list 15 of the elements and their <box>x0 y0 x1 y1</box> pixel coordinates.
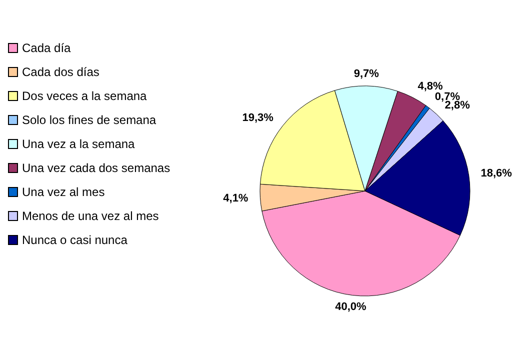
legend-label: Solo los fines de semana <box>22 113 156 127</box>
data-label: 40,0% <box>335 301 367 314</box>
legend-label: Dos veces a la semana <box>22 89 147 103</box>
data-label: 18,6% <box>480 168 512 180</box>
legend-label: Cada día <box>22 41 71 55</box>
data-label: 19,3% <box>242 112 274 124</box>
legend-label: Nunca o casi nunca <box>22 233 128 247</box>
data-label: 4,1% <box>223 192 248 204</box>
data-label: 4,8% <box>418 80 444 93</box>
data-label: 9,7% <box>354 68 380 80</box>
legend-label: Menos de una vez al mes <box>22 209 159 223</box>
legend-label: Una vez a la semana <box>22 137 135 151</box>
legend-label: Una vez al mes <box>22 185 105 199</box>
legend-label: Una vez cada dos semanas <box>22 161 170 175</box>
legend-label: Cada dos días <box>22 65 100 79</box>
